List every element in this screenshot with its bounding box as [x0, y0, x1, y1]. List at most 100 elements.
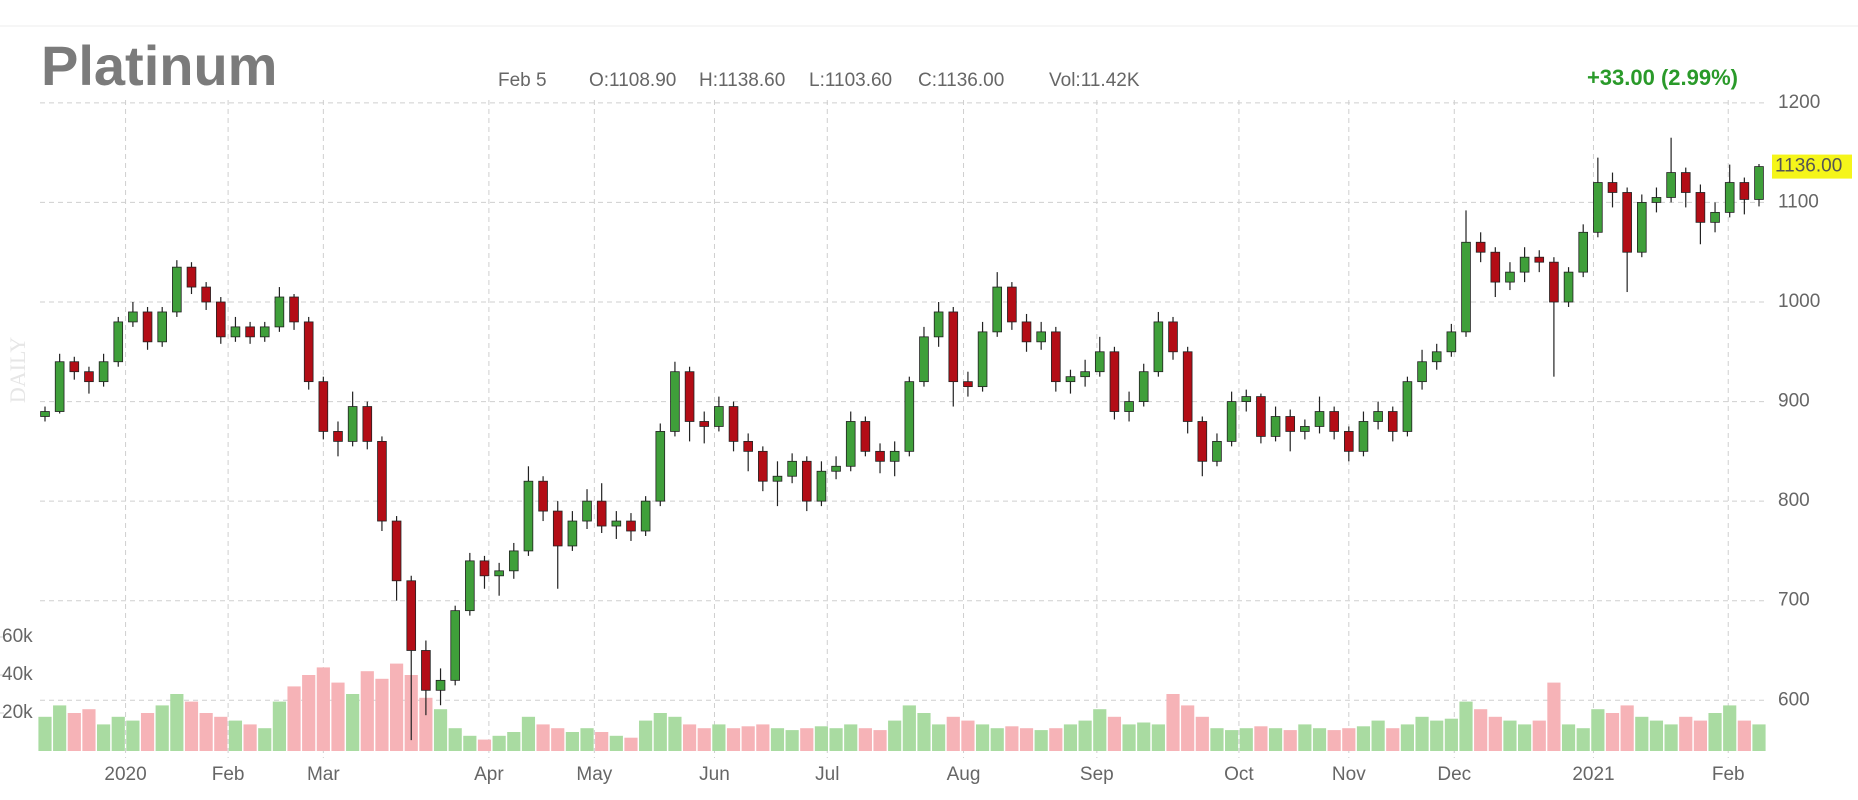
x-tick-label: Dec — [1437, 764, 1471, 785]
candle-body — [1549, 261, 1559, 303]
volume-bar — [1664, 724, 1678, 751]
candle-body — [1080, 371, 1090, 378]
candle-body — [1431, 351, 1442, 363]
candle-body — [1168, 321, 1178, 353]
volume-bar — [302, 675, 316, 751]
x-tick-label: Mar — [307, 764, 340, 785]
volume-bar — [1723, 705, 1737, 751]
candle-body — [1446, 331, 1457, 353]
x-tick-label: Nov — [1332, 764, 1366, 785]
header-date: Feb 5 — [498, 70, 547, 91]
volume-bar — [565, 732, 579, 751]
volume-bar — [975, 724, 990, 751]
volume-bar — [228, 720, 243, 751]
candle-body — [1314, 411, 1325, 427]
volume-bar — [111, 716, 125, 751]
change: +33.00 (2.99%) — [1587, 65, 1738, 90]
candle-body — [1666, 172, 1676, 198]
candle-body — [215, 301, 226, 338]
volume-bar — [38, 716, 52, 751]
candle-body — [230, 326, 241, 338]
volume-bar — [1561, 724, 1576, 751]
candle-body — [538, 480, 548, 512]
volume-bar — [1268, 728, 1283, 751]
candle-body — [1153, 321, 1164, 373]
candle-body — [801, 460, 812, 502]
volume-bar — [1107, 716, 1122, 751]
y-tick-label: 700 — [1778, 590, 1810, 611]
candle-body — [289, 296, 299, 323]
candle-body — [362, 406, 373, 442]
candle-body — [875, 450, 885, 462]
volume-bar — [946, 716, 960, 751]
candle-body — [1329, 411, 1339, 432]
candle-body — [758, 450, 768, 482]
volume-bar — [243, 724, 257, 751]
candle-body — [1461, 241, 1471, 333]
volume-bar — [1151, 724, 1165, 751]
last-price-label: 1136.00 — [1775, 156, 1842, 177]
volume-bar — [800, 728, 814, 751]
candle-body — [479, 560, 490, 577]
volume-bar — [1019, 728, 1034, 751]
volume-bar — [82, 709, 96, 751]
volume-bar — [961, 720, 975, 751]
candle-body — [494, 570, 504, 577]
volume-bar — [1679, 716, 1693, 751]
candle-body — [377, 440, 387, 522]
candle-body — [567, 520, 578, 547]
candle-body — [655, 431, 666, 502]
candle-body — [1138, 371, 1149, 402]
volume-bar — [741, 726, 755, 751]
volume-bar — [1093, 709, 1107, 751]
candle-body — [699, 421, 710, 427]
candle-body — [728, 406, 739, 442]
volume-bar — [1459, 701, 1473, 751]
volume-bar — [1737, 720, 1751, 751]
volume-bar — [1430, 720, 1444, 751]
candle-body — [69, 361, 80, 373]
volume-bar — [770, 728, 785, 751]
candle-body — [1607, 182, 1618, 193]
volume-bar — [1400, 724, 1415, 751]
volume-bar — [331, 682, 345, 751]
x-tick-label: Sep — [1080, 764, 1114, 785]
volume-tick-label: 60k — [2, 626, 33, 647]
volume-bar — [170, 694, 184, 751]
candle-body — [904, 381, 915, 452]
candle-body — [40, 411, 50, 417]
volume-bar — [1474, 709, 1488, 751]
volume-bar — [1312, 728, 1327, 751]
candle-body — [142, 311, 153, 343]
candle-body — [1007, 286, 1017, 323]
candle-body — [611, 520, 622, 527]
volume-bar — [1518, 724, 1532, 751]
candle-body — [1475, 241, 1486, 253]
y-tick-label: 600 — [1778, 689, 1810, 710]
volume-bar — [726, 728, 741, 751]
candle-body — [1109, 351, 1120, 412]
candle-body — [259, 326, 270, 338]
candle-body — [684, 371, 695, 422]
volume-bar — [1239, 728, 1253, 751]
volume-bar — [1693, 720, 1707, 751]
volume-tick-label: 40k — [2, 664, 33, 685]
volume-bar — [624, 737, 638, 751]
candle-body — [1270, 416, 1281, 437]
volume-bar — [1371, 720, 1385, 751]
candle-body — [948, 311, 959, 383]
candle-body — [1036, 331, 1046, 343]
candle-body — [465, 560, 475, 612]
volume-bar — [1547, 682, 1561, 751]
x-tick-label: May — [576, 764, 612, 785]
candle-body — [303, 321, 314, 383]
candle-body — [406, 580, 417, 651]
candle-body — [1519, 256, 1530, 273]
candle-body — [1197, 421, 1208, 462]
candle-body — [508, 550, 519, 572]
volume-bar — [639, 720, 653, 751]
x-tick-label: Oct — [1224, 764, 1254, 785]
candle-body — [391, 520, 402, 582]
volume-bar — [595, 732, 609, 751]
